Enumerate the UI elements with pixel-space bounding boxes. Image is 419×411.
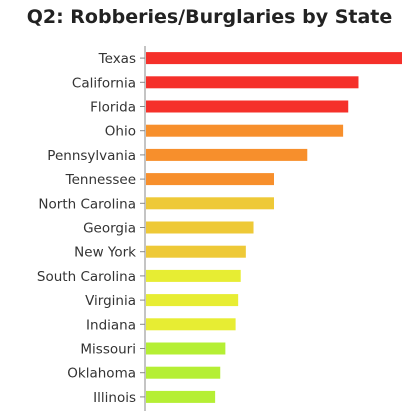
bar-texas bbox=[146, 52, 402, 65]
bar-california bbox=[146, 76, 359, 89]
category-label: Tennessee bbox=[65, 172, 136, 188]
category-label: Georgia bbox=[83, 221, 136, 237]
bar-missouri bbox=[146, 342, 226, 355]
bar-north-carolina bbox=[146, 197, 274, 210]
bar-oklahoma bbox=[146, 366, 221, 379]
bar-illinois bbox=[146, 390, 216, 403]
category-label: Florida bbox=[90, 100, 136, 116]
category-label: Pennsylvania bbox=[47, 148, 136, 164]
category-label: Indiana bbox=[86, 317, 136, 333]
category-label: California bbox=[72, 75, 136, 91]
category-label: South Carolina bbox=[37, 269, 136, 285]
bar-new-york bbox=[146, 245, 246, 258]
bar-tennessee bbox=[146, 173, 274, 186]
bar-georgia bbox=[146, 221, 254, 234]
chart-title: Q2: Robberies/Burglaries by State bbox=[26, 6, 393, 28]
category-label: Texas bbox=[98, 51, 136, 67]
category-label: Ohio bbox=[105, 124, 136, 140]
bar-indiana bbox=[146, 318, 236, 331]
category-label: Illinois bbox=[93, 390, 136, 406]
category-label: New York bbox=[74, 245, 136, 261]
category-label: Virginia bbox=[85, 293, 136, 309]
category-label: North Carolina bbox=[38, 196, 136, 212]
category-label: Oklahoma bbox=[67, 366, 136, 382]
category-label: Missouri bbox=[80, 342, 136, 358]
bar-ohio bbox=[146, 124, 344, 137]
bar-florida bbox=[146, 100, 349, 113]
bar-pennsylvania bbox=[146, 148, 308, 161]
bar-virginia bbox=[146, 294, 239, 307]
bar-south-carolina bbox=[146, 269, 241, 282]
